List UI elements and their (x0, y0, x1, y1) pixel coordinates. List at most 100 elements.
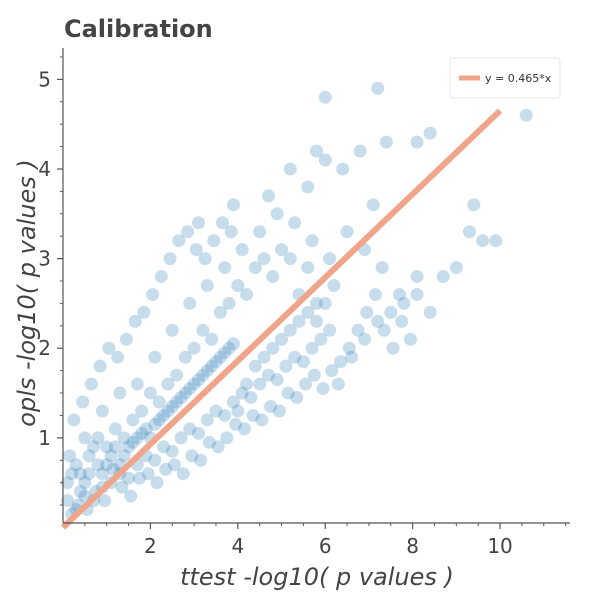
scatter-point (191, 426, 205, 440)
scatter-point (299, 377, 313, 391)
scatter-point (235, 243, 249, 257)
scatter-point (191, 216, 205, 230)
scatter-point (283, 162, 297, 176)
chart-title: Calibration (64, 15, 213, 43)
scatter-point (301, 180, 315, 194)
scatter-point (334, 355, 348, 369)
scatter-point (226, 395, 240, 409)
scatter-point (163, 252, 177, 266)
scatter-point (154, 270, 168, 284)
scatter-point (191, 373, 205, 387)
legend-box (449, 57, 561, 99)
scatter-point (351, 323, 365, 337)
y-axis-label: opls -log10( p values ) (13, 159, 41, 426)
scatter-point (60, 494, 74, 508)
scatter-point (119, 332, 133, 346)
scatter-point (76, 395, 90, 409)
scatter-point (270, 373, 284, 387)
scatter-point (95, 404, 109, 418)
scatter-point (176, 467, 190, 481)
scatter-point (331, 377, 345, 391)
scatter-point (113, 386, 127, 400)
x-tick-label: 6 (319, 534, 332, 558)
scatter-point (358, 332, 372, 346)
scatter-point (130, 431, 144, 445)
scatter-point (283, 252, 297, 266)
scatter-point (231, 404, 245, 418)
scatter-point (91, 431, 105, 445)
scatter-point (198, 252, 212, 266)
scatter-point (148, 453, 162, 467)
scatter-point (135, 426, 149, 440)
scatter-point (152, 395, 166, 409)
scatter-point (202, 435, 216, 449)
scatter-point (196, 323, 210, 337)
scatter-point (200, 413, 214, 427)
scatter-point (108, 440, 122, 454)
scatter-point (170, 395, 184, 409)
scatter-point (314, 332, 328, 346)
scatter-point (292, 314, 306, 328)
scatter-point (205, 332, 219, 346)
scatter-point (73, 467, 87, 481)
scatter-point (240, 287, 254, 301)
scatter-point (82, 467, 96, 481)
scatter-point (213, 350, 227, 364)
scatter-point (253, 225, 267, 239)
scatter-point (143, 386, 157, 400)
scatter-point (462, 225, 476, 239)
scatter-point (244, 391, 258, 405)
scatter-point (301, 261, 315, 275)
scatter-point (148, 350, 162, 364)
scatter-point (95, 467, 109, 481)
scatter-point (403, 332, 417, 346)
scatter-point (327, 279, 341, 292)
y-tick-label: 5 (38, 67, 51, 91)
x-axis-label: ttest -log10( p values ) (180, 563, 454, 591)
scatter-point (323, 252, 337, 266)
scatter-point (340, 225, 354, 239)
x-tick-label: 8 (406, 534, 419, 558)
scatter-point (246, 408, 260, 422)
scatter-point (226, 337, 240, 351)
y-tick-label: 3 (38, 247, 51, 271)
scatter-point (185, 449, 199, 463)
scatter-point (157, 408, 171, 422)
scatter-point (108, 422, 122, 436)
scatter-point (137, 305, 151, 319)
scatter-point (310, 296, 323, 310)
scatter-point (423, 126, 437, 140)
scatter-point (366, 198, 380, 212)
scatter-point (307, 368, 321, 382)
scatter-point (111, 350, 125, 364)
scatter-point (60, 476, 74, 490)
scatter-point (65, 467, 79, 481)
scatter-point (161, 377, 175, 391)
scatter-point (213, 305, 227, 319)
scatter-point (124, 489, 138, 503)
scatter-point (200, 279, 214, 292)
scatter-point (275, 243, 289, 257)
scatter-point (393, 287, 407, 301)
scatter-point (67, 413, 81, 427)
scatter-point (257, 252, 271, 266)
scatter-point (207, 234, 221, 248)
scatter-point (146, 287, 160, 301)
scatter-point (63, 449, 77, 463)
scatter-point (69, 458, 83, 472)
scatter-point (281, 386, 295, 400)
legend: y = 0.465*x (449, 57, 561, 99)
scatter-point (476, 234, 490, 248)
scatter-point (231, 279, 245, 292)
scatter-point (122, 471, 136, 485)
scatter-point (165, 444, 179, 458)
scatter-point (218, 261, 232, 275)
scatter-point (222, 341, 236, 355)
scatter-point (91, 458, 105, 472)
scatter-point (344, 350, 358, 364)
scatter-point (410, 270, 424, 284)
scatter-point (189, 243, 203, 257)
scatter-point (235, 386, 249, 400)
scatter-point (379, 135, 393, 149)
